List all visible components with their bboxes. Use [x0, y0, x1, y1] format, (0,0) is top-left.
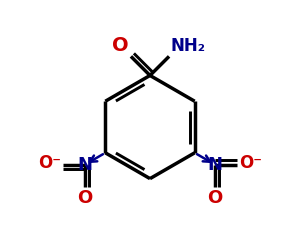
Text: N: N: [208, 156, 223, 174]
Text: O: O: [77, 189, 93, 207]
Text: NH₂: NH₂: [170, 37, 205, 55]
Text: O: O: [112, 36, 129, 54]
Text: O⁻: O⁻: [38, 154, 61, 172]
Text: N: N: [77, 156, 92, 174]
Text: O⁻: O⁻: [239, 154, 262, 172]
Text: O: O: [207, 189, 223, 207]
